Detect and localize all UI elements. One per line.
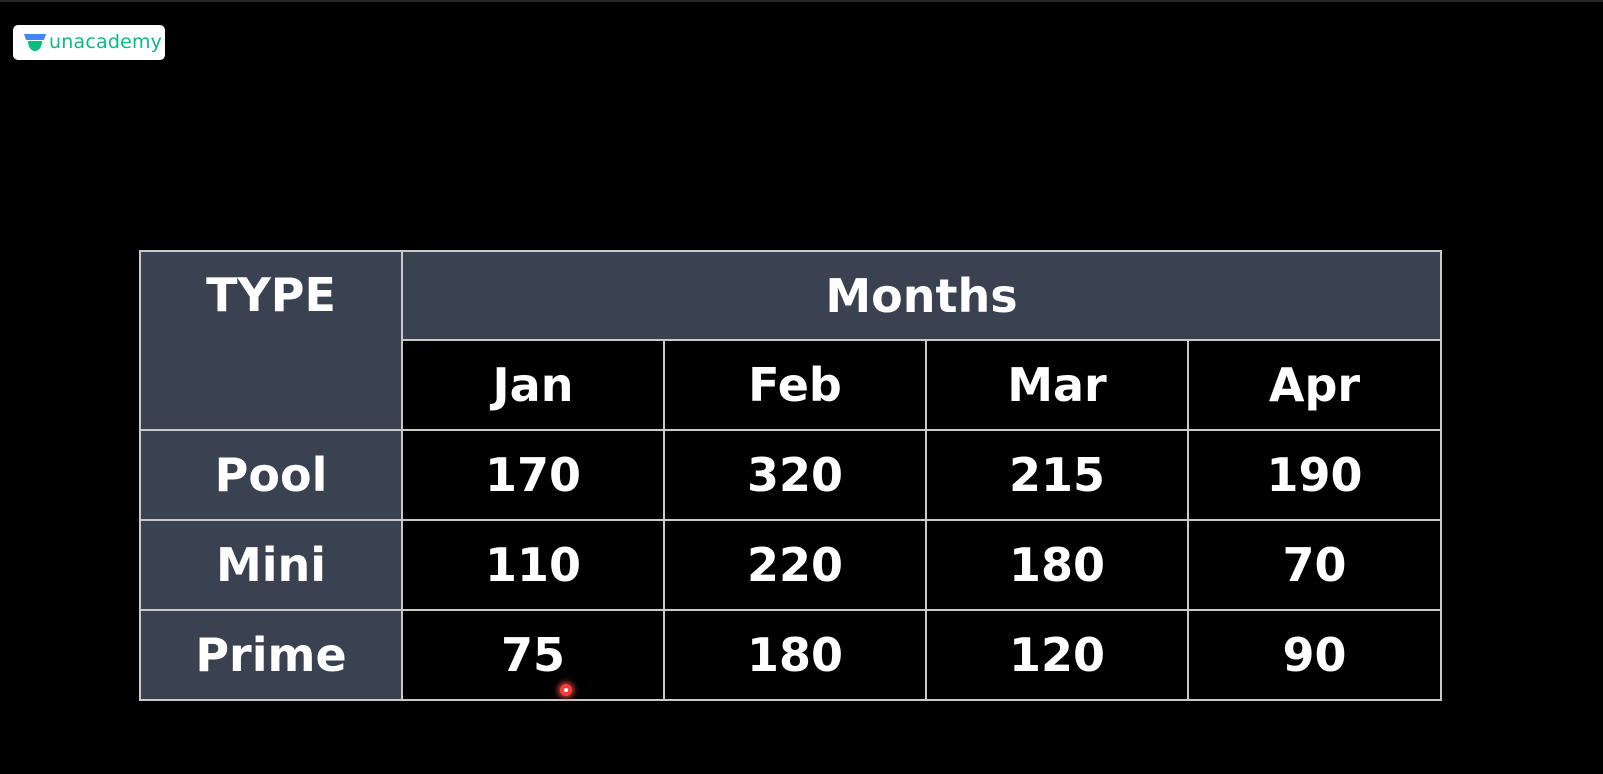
table-row: Prime 75 180 120 90: [139, 609, 1442, 701]
table-cell: 190: [1187, 429, 1442, 521]
months-header: Months: [401, 250, 1442, 341]
table-cell: 320: [663, 429, 927, 521]
table-cell: 220: [663, 519, 927, 611]
table-row: Mini 110 220 180 70: [139, 519, 1442, 611]
column-header-mar: Mar: [925, 339, 1189, 431]
logo-text: unacademy: [49, 31, 163, 53]
column-header-jan: Jan: [401, 339, 665, 431]
table-cell: 70: [1187, 519, 1442, 611]
row-label: Pool: [139, 429, 403, 521]
row-label: Mini: [139, 519, 403, 611]
table-cell: 75: [401, 609, 665, 701]
table-cell: 120: [925, 609, 1189, 701]
table-cell: 215: [925, 429, 1189, 521]
table-cell: 90: [1187, 609, 1442, 701]
table-cell: 180: [663, 609, 927, 701]
table-cell: 180: [925, 519, 1189, 611]
table-row: Pool 170 320 215 190: [139, 429, 1442, 521]
unacademy-logo: unacademy: [13, 25, 165, 60]
column-header-apr: Apr: [1187, 339, 1442, 431]
type-header: TYPE: [139, 250, 403, 431]
row-label: Prime: [139, 609, 403, 701]
unacademy-logo-icon: [24, 33, 46, 51]
table-cell: 170: [401, 429, 665, 521]
column-header-feb: Feb: [663, 339, 927, 431]
pointer-cursor-icon: [560, 684, 572, 696]
table-cell: 110: [401, 519, 665, 611]
data-table: TYPE Months Jan Feb Mar Apr Pool 170 320…: [139, 250, 1442, 701]
